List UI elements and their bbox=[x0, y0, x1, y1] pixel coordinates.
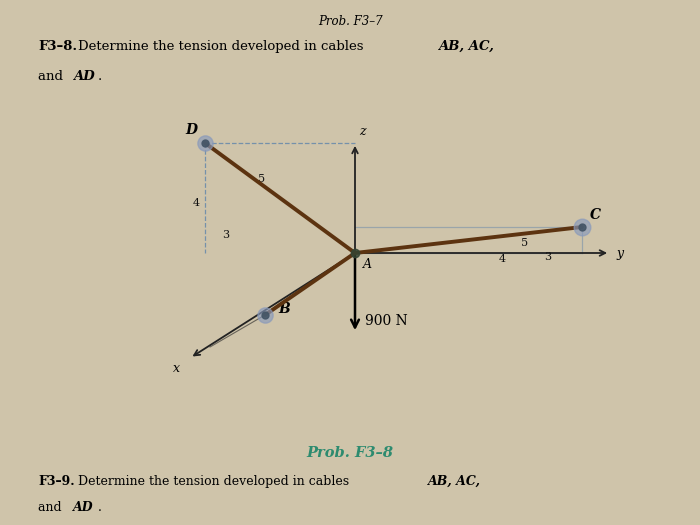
Text: D: D bbox=[185, 123, 197, 137]
Text: 5: 5 bbox=[522, 238, 528, 248]
Text: C: C bbox=[590, 208, 601, 222]
Text: and: and bbox=[38, 70, 67, 83]
Text: AB, AC,: AB, AC, bbox=[438, 40, 494, 53]
Text: 3: 3 bbox=[545, 252, 552, 262]
Text: Determine the tension developed in cables: Determine the tension developed in cable… bbox=[78, 40, 368, 53]
Text: A: A bbox=[363, 258, 372, 271]
Text: .: . bbox=[98, 501, 102, 514]
Text: F3–8.: F3–8. bbox=[38, 40, 77, 53]
Text: 4: 4 bbox=[498, 254, 505, 264]
Text: F3–9.: F3–9. bbox=[38, 475, 75, 488]
Text: AD: AD bbox=[73, 501, 94, 514]
Text: x: x bbox=[173, 362, 180, 375]
Text: z: z bbox=[359, 125, 365, 138]
Text: 900 N: 900 N bbox=[365, 314, 407, 328]
Text: 3: 3 bbox=[223, 230, 230, 240]
Text: AB, AC,: AB, AC, bbox=[428, 475, 481, 488]
Text: and: and bbox=[38, 501, 66, 514]
Text: B: B bbox=[278, 302, 290, 316]
Text: 5: 5 bbox=[258, 174, 265, 184]
Text: AD: AD bbox=[73, 70, 94, 83]
Text: Prob. F3–7: Prob. F3–7 bbox=[318, 15, 382, 28]
Text: .: . bbox=[98, 70, 102, 83]
Text: Prob. F3–8: Prob. F3–8 bbox=[307, 446, 393, 460]
Text: Determine the tension developed in cables: Determine the tension developed in cable… bbox=[78, 475, 353, 488]
Text: 4: 4 bbox=[193, 198, 200, 208]
Text: y: y bbox=[616, 247, 623, 259]
